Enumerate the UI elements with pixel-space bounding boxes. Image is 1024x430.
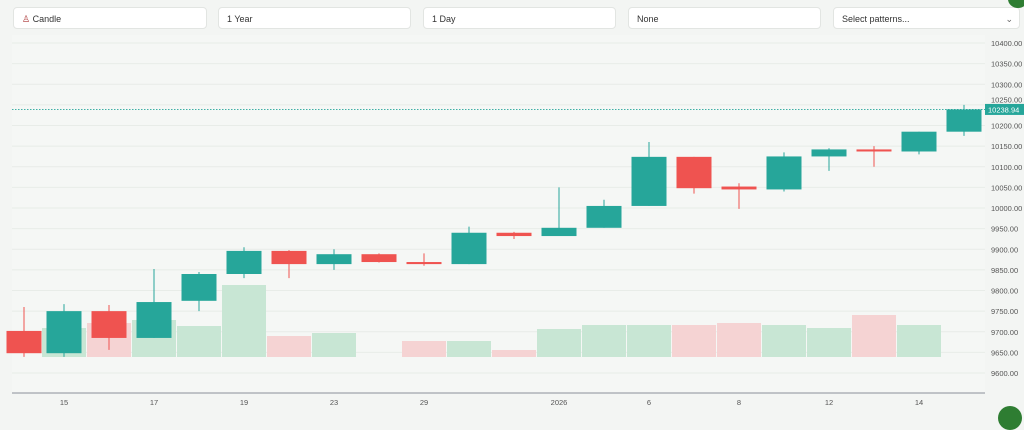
y-tick-label: 10300.00 bbox=[991, 80, 1022, 89]
x-tick-label: 15 bbox=[60, 398, 68, 407]
candle-body bbox=[451, 232, 487, 265]
x-tick-label: 6 bbox=[647, 398, 651, 407]
x-tick-label: 12 bbox=[825, 398, 833, 407]
action-button[interactable] bbox=[1008, 0, 1024, 8]
x-tick-label: 14 bbox=[915, 398, 923, 407]
candle-body bbox=[226, 250, 262, 274]
volume-bar bbox=[762, 325, 806, 357]
x-tick-label: 2026 bbox=[551, 398, 568, 407]
y-tick-label: 10350.00 bbox=[991, 60, 1022, 69]
candle-body bbox=[676, 156, 712, 189]
candle-body bbox=[946, 109, 982, 132]
y-tick-label: 10000.00 bbox=[991, 204, 1022, 213]
volume-bar bbox=[492, 350, 536, 357]
chart-type-select[interactable]: ♙ Candle bbox=[13, 7, 207, 29]
volume-bar bbox=[807, 328, 851, 357]
last-price-tag bbox=[985, 103, 1024, 115]
candle-body bbox=[406, 262, 442, 265]
volume-bar bbox=[402, 341, 446, 357]
candle-body bbox=[91, 311, 127, 338]
volume-bar bbox=[627, 325, 671, 357]
y-tick-label: 10100.00 bbox=[991, 163, 1022, 172]
volume-bar bbox=[852, 315, 896, 357]
candle-body bbox=[811, 149, 847, 157]
y-tick-label: 9950.00 bbox=[991, 225, 1018, 234]
x-tick-label: 23 bbox=[330, 398, 338, 407]
x-tick-label: 19 bbox=[240, 398, 248, 407]
candle-body bbox=[361, 254, 397, 263]
volume-bar bbox=[177, 326, 221, 357]
y-tick-label: 9800.00 bbox=[991, 287, 1018, 296]
candle-body bbox=[901, 131, 937, 152]
candle-body bbox=[6, 330, 42, 354]
candle-body bbox=[766, 156, 802, 190]
volume-bar bbox=[897, 325, 941, 357]
volume-bar bbox=[222, 285, 266, 357]
patterns-select[interactable]: Select patterns... ⌄ bbox=[833, 7, 1020, 29]
volume-bar bbox=[312, 333, 356, 357]
candle-body bbox=[46, 311, 82, 354]
candle-body bbox=[856, 149, 892, 152]
volume-bar bbox=[447, 341, 491, 357]
candle-body bbox=[721, 186, 757, 190]
y-tick-label: 9650.00 bbox=[991, 348, 1018, 357]
y-tick-label: 9700.00 bbox=[991, 328, 1018, 337]
range-select[interactable]: 1 Year bbox=[218, 7, 411, 29]
interval-select[interactable]: 1 Day bbox=[423, 7, 616, 29]
candle-body bbox=[586, 205, 622, 228]
x-tick-label: 8 bbox=[737, 398, 741, 407]
y-tick-label: 9750.00 bbox=[991, 307, 1018, 316]
y-tick-label: 10250.00 bbox=[991, 95, 1022, 104]
y-tick-label: 9900.00 bbox=[991, 245, 1018, 254]
y-tick-label: 9850.00 bbox=[991, 266, 1018, 275]
volume-bar bbox=[717, 323, 761, 357]
candle-body bbox=[316, 254, 352, 265]
candle-body bbox=[181, 274, 217, 301]
volume-bar bbox=[267, 336, 311, 357]
y-tick-label: 9600.00 bbox=[991, 369, 1018, 378]
candle-body bbox=[271, 250, 307, 265]
y-tick-label: 10150.00 bbox=[991, 142, 1022, 151]
volume-bar bbox=[537, 329, 581, 357]
indicator-select[interactable]: None bbox=[628, 7, 821, 29]
candle-body bbox=[136, 302, 172, 338]
last-price-label: 10238.94 bbox=[988, 105, 1019, 114]
volume-bar bbox=[672, 325, 716, 357]
x-tick-label: 29 bbox=[420, 398, 428, 407]
y-tick-label: 10200.00 bbox=[991, 122, 1022, 131]
y-tick-label: 10050.00 bbox=[991, 183, 1022, 192]
x-tick-label: 17 bbox=[150, 398, 158, 407]
chevron-down-icon: ⌄ bbox=[1005, 14, 1013, 24]
y-tick-label: 10400.00 bbox=[991, 39, 1022, 48]
candle-icon: ♙ bbox=[22, 14, 31, 24]
candle-body bbox=[541, 227, 577, 237]
volume-bar bbox=[582, 325, 626, 357]
candlestick-chart[interactable]: 10400.00 10350.00 10300.00 10250.00 10200.00… bbox=[0, 0, 1024, 413]
candle-body bbox=[631, 156, 667, 206]
candle-body bbox=[496, 232, 532, 237]
